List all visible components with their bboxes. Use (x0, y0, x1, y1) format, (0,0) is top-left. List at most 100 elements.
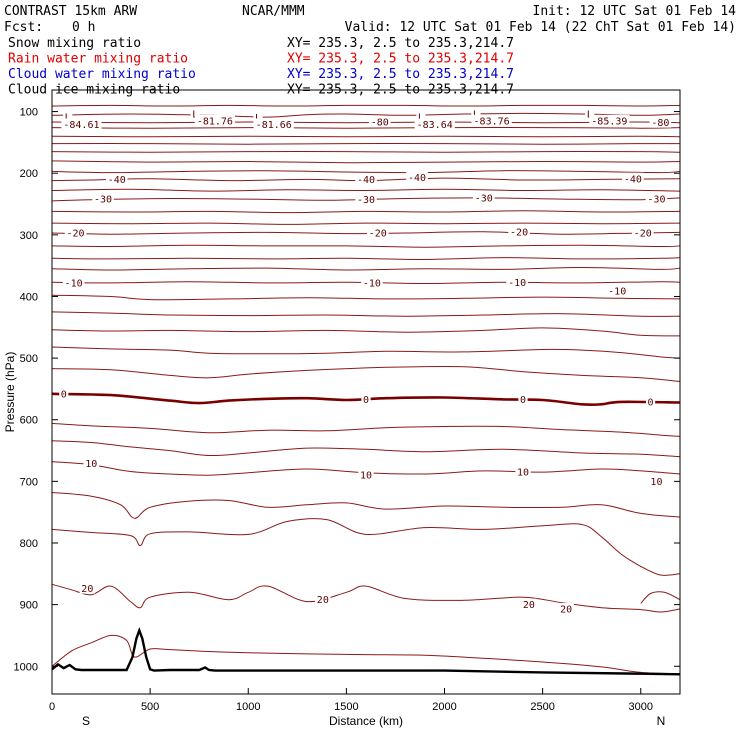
contour-line (51, 281, 681, 285)
y-tick-label: 400 (20, 291, 38, 303)
legend-xy: XY= 235.3, 2.5 to 235.3,214.7 (287, 67, 514, 82)
contour-label-bg (606, 284, 628, 296)
y-tick-label: 300 (20, 230, 38, 242)
contour-label: -30 (94, 195, 112, 206)
contour-label-bg (358, 469, 374, 481)
contour-label: 0 (520, 395, 526, 406)
contour-lines (51, 104, 681, 675)
contour-label: 0 (363, 395, 369, 406)
contour-label-bg (622, 172, 644, 184)
contour-label: -10 (363, 278, 381, 289)
contour-line (51, 151, 681, 153)
contour-line (51, 188, 681, 192)
contour-line (51, 327, 681, 337)
contour-labels: L-84.61L-81.76L-81.66-80L-83.64L-83.76L-… (59, 108, 672, 615)
contour-label: -10 (608, 286, 626, 297)
contour-line (51, 294, 681, 301)
y-tick-label: 700 (20, 476, 38, 488)
terrain-profile (51, 627, 681, 676)
contour-label: 20 (523, 600, 535, 611)
contour-line (51, 244, 681, 248)
contour-label-bg (194, 114, 235, 126)
contour-label: -10 (508, 278, 526, 289)
legend-label: Rain water mixing ratio (8, 52, 188, 67)
x-tick-label: 2000 (432, 701, 456, 713)
contour-label: -83.76 (474, 116, 510, 127)
contour-line (51, 634, 681, 675)
x-axis-label: Distance (km) (329, 714, 403, 728)
contour-line (51, 127, 681, 129)
contour-label-bg (253, 111, 263, 123)
contour-label: -40 (108, 175, 126, 186)
contour-label-bg (83, 457, 99, 469)
plot-area: L-84.61L-81.76L-81.66-80L-83.64L-83.76L-… (14, 89, 681, 713)
plot-frame (51, 89, 681, 695)
contour-label-bg (92, 193, 114, 205)
contour-label: 10 (85, 459, 97, 470)
contour-line (51, 518, 681, 576)
contour-line (51, 311, 681, 317)
contour-label-bg (416, 111, 426, 123)
legend: Snow mixing ratio XY= 235.3, 2.5 to 235.3… (8, 36, 514, 98)
contour-line (51, 346, 681, 359)
x-tick-label: 2500 (530, 701, 554, 713)
contour-label: -40 (408, 173, 426, 184)
contour-label: -40 (357, 175, 375, 186)
org-label: NCAR/MMM (242, 4, 305, 19)
contour-label-bg (471, 108, 481, 120)
contour-line (51, 104, 681, 107)
valid-time: Valid: 12 UTC Sat 01 Feb 14 (22 ChT Sat … (345, 20, 736, 35)
contour-label-bg (366, 226, 389, 238)
contour-label-bg (361, 276, 383, 288)
contour-label: 20 (81, 584, 93, 595)
y-tick-label: 200 (20, 168, 38, 180)
contour-label: 0 (61, 389, 67, 400)
south-label: S (82, 714, 90, 728)
contour-label: -80 (371, 118, 389, 129)
contour-label: -81.76 (197, 116, 233, 127)
contour-line (51, 112, 681, 118)
contour-label: 10 (360, 471, 372, 482)
x-tick-label: 1000 (236, 701, 260, 713)
contour-line (51, 210, 681, 214)
contour-label-bg (471, 114, 512, 126)
y-tick-label: 600 (20, 415, 38, 427)
contour-label: 0 (648, 397, 654, 408)
contour-label-bg (645, 193, 668, 205)
contour-label: -20 (634, 228, 652, 239)
y-tick-label: 500 (20, 353, 38, 365)
contour-label-bg (631, 226, 654, 238)
contour-label: -84.61 (63, 120, 99, 131)
y-tick-label: 1000 (14, 661, 38, 673)
contour-label-bg (355, 173, 377, 185)
contour-label-bg (368, 116, 391, 128)
init-time: Init: 12 UTC Sat 01 Feb 14 (533, 4, 737, 19)
contour-label: 20 (317, 595, 329, 606)
contour-label: L (418, 113, 424, 124)
contour-line (51, 365, 681, 382)
contour-line (51, 143, 681, 145)
y-tick-label: 900 (20, 600, 38, 612)
contour-label: -80 (651, 118, 669, 129)
contour-line (51, 422, 681, 437)
contour-line (51, 231, 681, 235)
contour-line (51, 160, 681, 164)
forecast-hour: 0 h (72, 20, 95, 35)
legend-label: Cloud water mixing ratio (8, 67, 196, 82)
contour-label-bg (253, 118, 294, 130)
contour-label-bg (63, 111, 73, 123)
contour-line (51, 266, 681, 271)
contour-line (51, 135, 681, 138)
contour-label-bg (558, 602, 574, 614)
contour-label-bg (589, 114, 630, 126)
contour-line (51, 222, 681, 225)
contour-label-bg (414, 118, 455, 130)
x-axis: 0 500 1000 1500 2000 2500 3000 (49, 688, 653, 713)
contour-label-bg (59, 387, 69, 399)
legend-xy: XY= 235.3, 2.5 to 235.3,214.7 (287, 52, 514, 67)
contour-line (51, 492, 681, 519)
y-tick-label: 800 (20, 538, 38, 550)
model-title: CONTRAST 15km ARW (4, 4, 137, 19)
